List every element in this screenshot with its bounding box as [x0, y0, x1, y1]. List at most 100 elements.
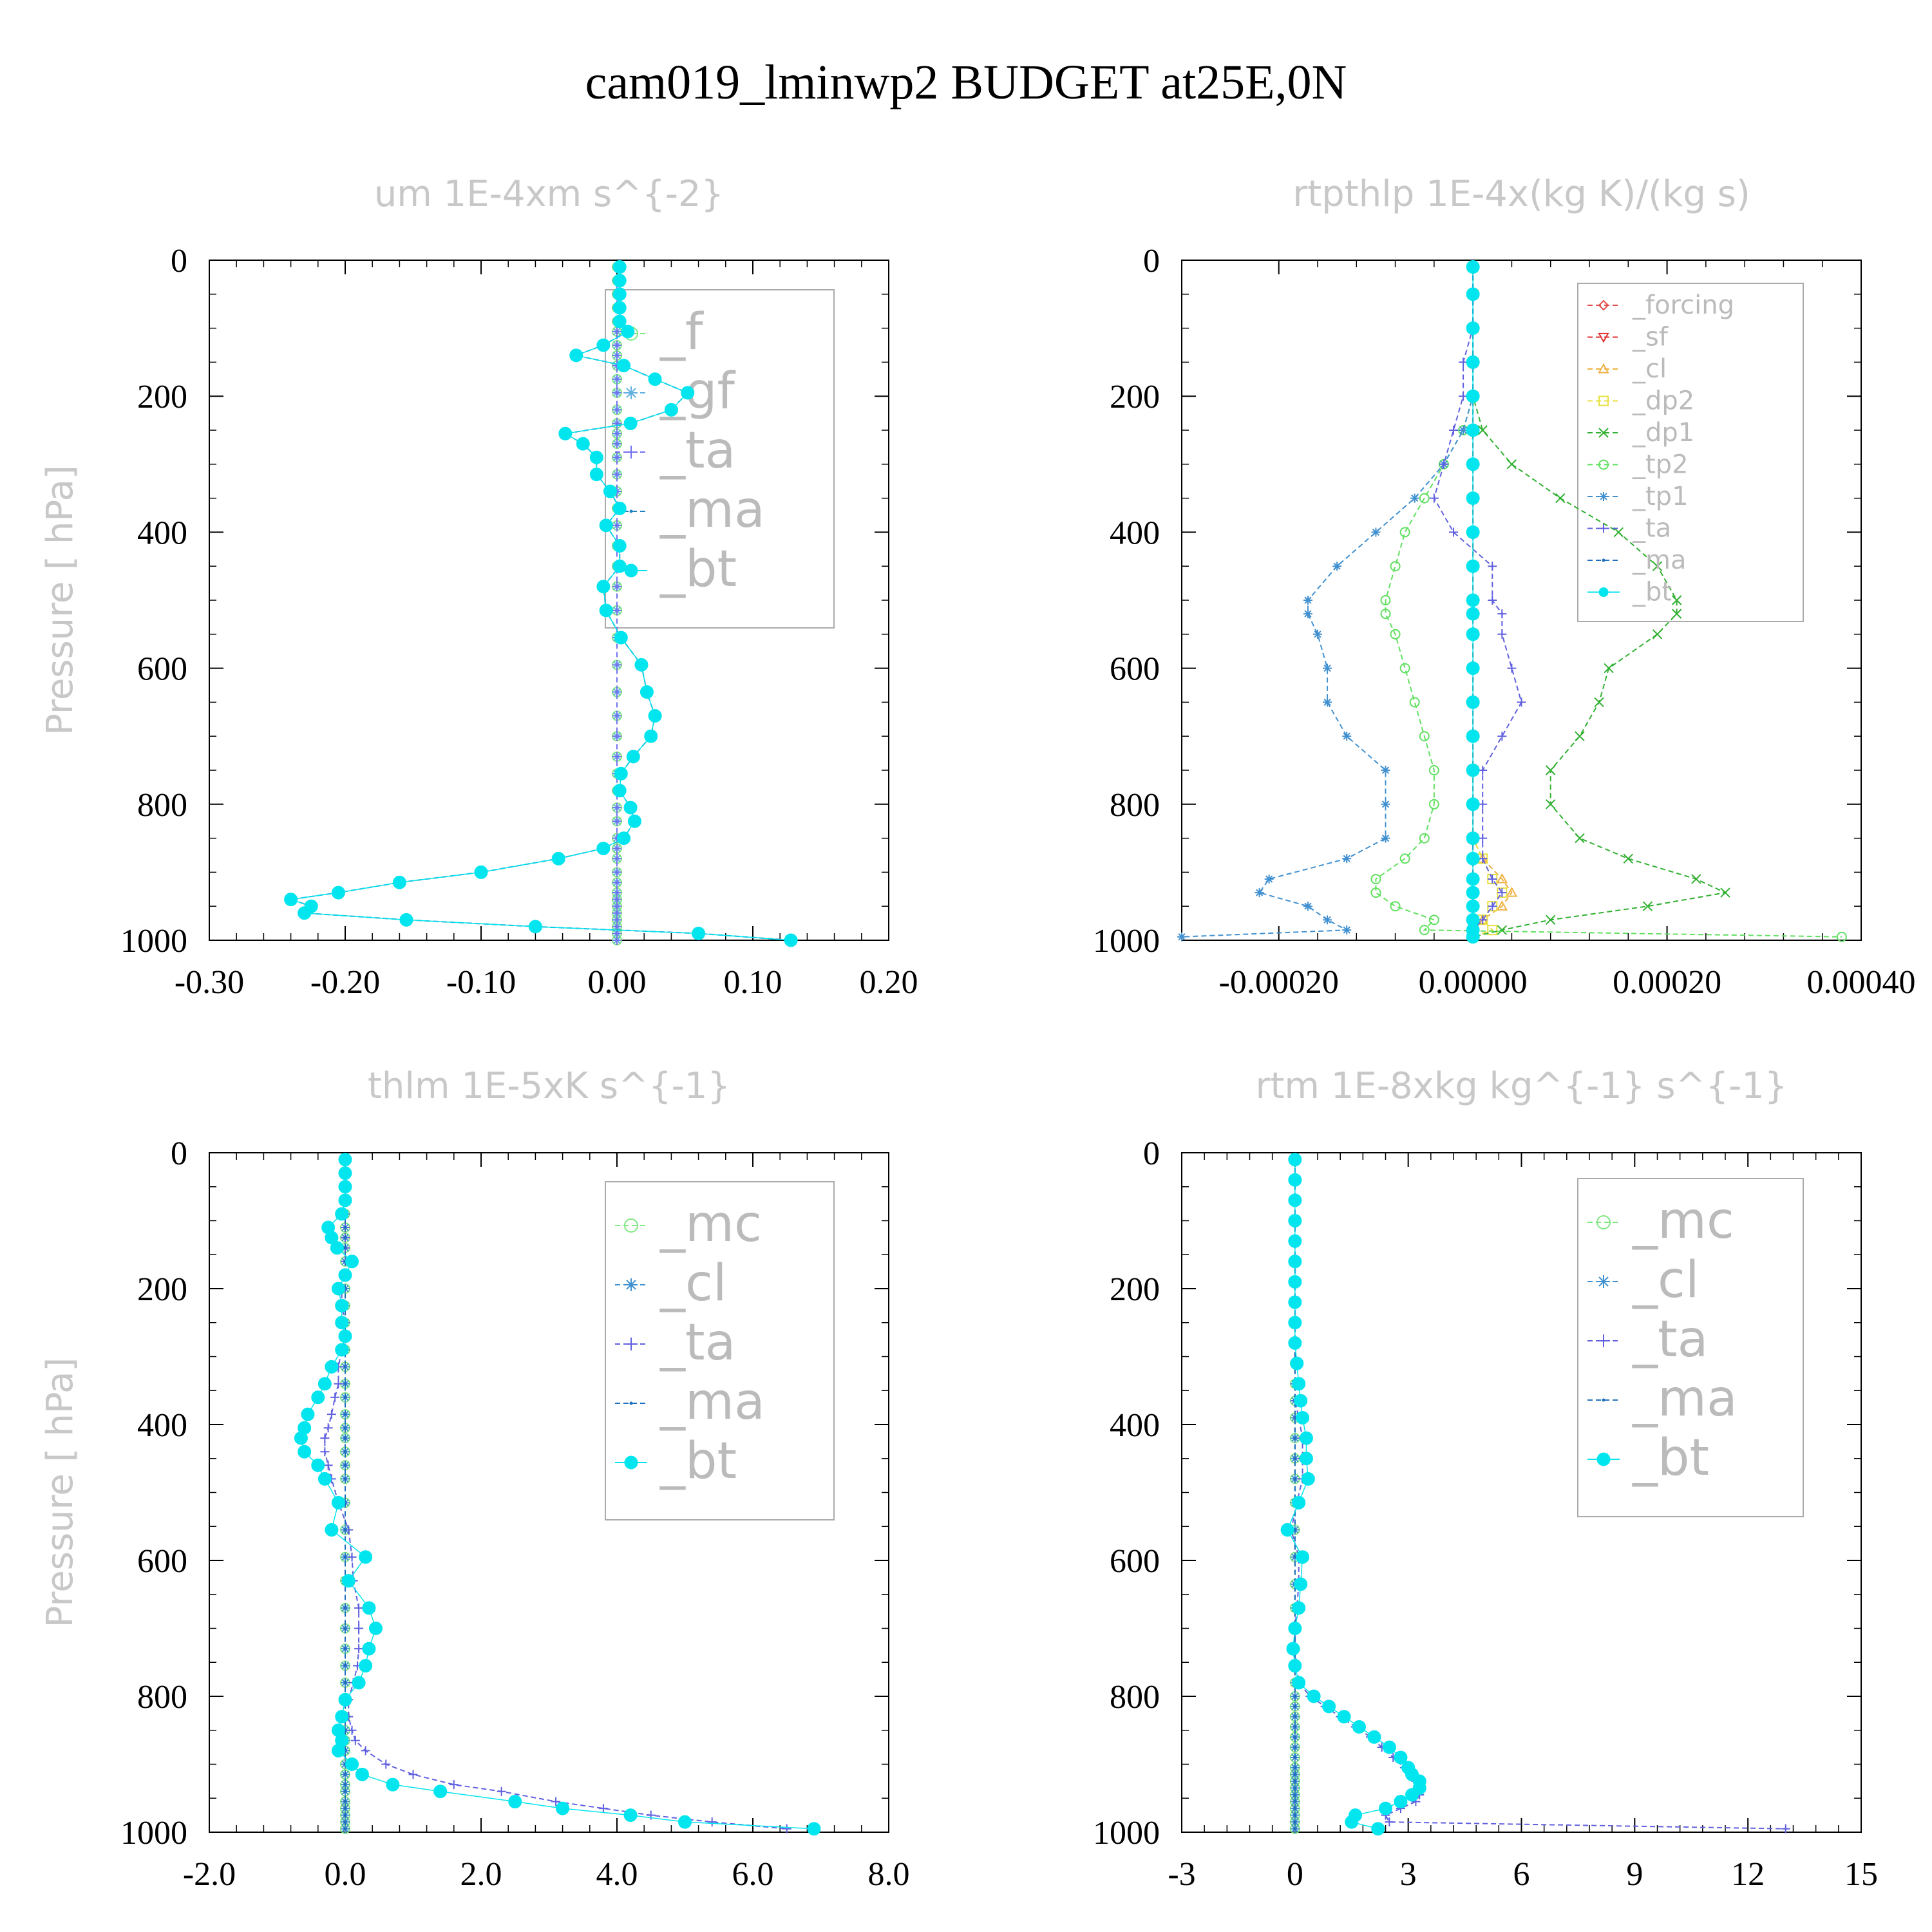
series-bt — [294, 1153, 821, 1836]
legend-label: _cl — [1632, 354, 1667, 384]
legend-box — [1577, 283, 1804, 622]
x-tick-label: -3 — [1168, 1856, 1195, 1893]
legend-marker — [1598, 395, 1609, 406]
x-tick-label: 4.0 — [596, 1856, 638, 1893]
y-tick-label: 400 — [1110, 515, 1160, 551]
data-point — [345, 1255, 359, 1269]
x-tick-label: 0.00020 — [1613, 964, 1721, 1001]
data-point — [338, 1329, 352, 1343]
data-point — [354, 1624, 364, 1633]
data-point — [1399, 663, 1410, 674]
data-point — [1293, 1694, 1297, 1698]
data-point — [621, 325, 635, 339]
data-point — [1671, 595, 1682, 605]
data-point — [1288, 1295, 1302, 1309]
data-point — [343, 1226, 347, 1229]
data-point — [284, 893, 298, 907]
chart-panel-1: um 1E-4xm s^{-2} Pressure [ hPa] 0 200 400 60… — [39, 173, 918, 1001]
data-point — [352, 1676, 366, 1690]
data-point — [1497, 629, 1507, 639]
data-point — [325, 1523, 339, 1537]
data-point — [362, 1642, 376, 1656]
data-point — [343, 1681, 347, 1685]
data-point — [692, 926, 706, 940]
data-point — [1466, 321, 1480, 336]
data-point — [1671, 609, 1682, 619]
data-point — [343, 1790, 347, 1794]
data-point — [343, 1806, 347, 1810]
data-point — [648, 372, 662, 386]
data-point — [347, 1552, 357, 1562]
data-point — [612, 936, 621, 945]
legend-label: _dp2 — [1632, 386, 1694, 416]
data-point — [1337, 1710, 1351, 1724]
y-tick-label: 600 — [1110, 1543, 1160, 1580]
data-point — [331, 886, 345, 900]
data-point — [612, 314, 627, 328]
legend-label: _ma — [1632, 1370, 1738, 1428]
x-tick-label: 0.20 — [860, 964, 918, 1001]
data-point — [1296, 1550, 1310, 1564]
legend-entry-ta: _ta — [615, 422, 735, 480]
data-point — [301, 1407, 315, 1421]
y-tick-label: 600 — [137, 651, 187, 688]
data-point — [1466, 593, 1480, 607]
data-point — [361, 1746, 370, 1756]
data-point — [1466, 491, 1480, 506]
data-point — [1496, 900, 1508, 911]
panel-title: thlm 1E-5xK s^{-1} — [368, 1065, 730, 1107]
data-point — [1293, 1457, 1297, 1461]
data-point — [612, 419, 621, 428]
data-point — [1288, 1214, 1302, 1227]
legend-label: _mc — [659, 1195, 762, 1253]
data-point — [1613, 527, 1624, 538]
data-point — [1322, 1700, 1336, 1714]
data-point — [1466, 607, 1480, 621]
data-point — [612, 469, 621, 479]
legend-entry-mc: _mc — [1587, 1192, 1734, 1250]
legend-marker — [1599, 492, 1608, 501]
data-point — [343, 1412, 347, 1416]
data-point — [1652, 629, 1663, 639]
data-point — [596, 338, 611, 352]
data-point — [338, 1166, 352, 1180]
data-point — [1299, 1431, 1313, 1445]
data-point — [1342, 732, 1352, 741]
data-point — [1555, 493, 1566, 504]
data-point — [612, 660, 621, 670]
legend-label: _bt — [659, 540, 737, 598]
data-point — [343, 1820, 347, 1824]
data-point — [1466, 831, 1480, 846]
data-point — [1371, 527, 1381, 537]
legend-marker — [629, 509, 633, 513]
data-point — [323, 1461, 333, 1470]
data-point — [335, 1710, 349, 1724]
data-point — [612, 350, 621, 360]
data-point — [1292, 1601, 1306, 1615]
data-point — [612, 405, 621, 415]
data-point — [1409, 697, 1420, 708]
data-point — [1390, 629, 1401, 639]
legend-label: _tp1 — [1632, 482, 1689, 511]
y-tick-label: 400 — [137, 1407, 187, 1444]
data-point — [1352, 1719, 1366, 1734]
data-point — [1449, 426, 1458, 435]
data-point — [612, 260, 627, 274]
series-bt — [284, 260, 798, 947]
plot-frame — [209, 260, 889, 941]
data-point — [343, 1772, 347, 1776]
data-point — [325, 1359, 339, 1374]
data-point — [1466, 457, 1480, 471]
legend-marker — [1598, 299, 1609, 311]
data-point — [644, 729, 658, 743]
data-point — [612, 752, 621, 761]
data-point — [1301, 1472, 1315, 1486]
y-tick-label: 600 — [1110, 651, 1160, 688]
data-point — [1466, 872, 1480, 886]
legend-entry-bt: _bt — [615, 540, 737, 598]
data-point — [1496, 873, 1508, 884]
data-point — [1488, 596, 1497, 605]
data-point — [639, 685, 654, 699]
data-point — [612, 605, 621, 615]
data-point — [1466, 763, 1480, 777]
